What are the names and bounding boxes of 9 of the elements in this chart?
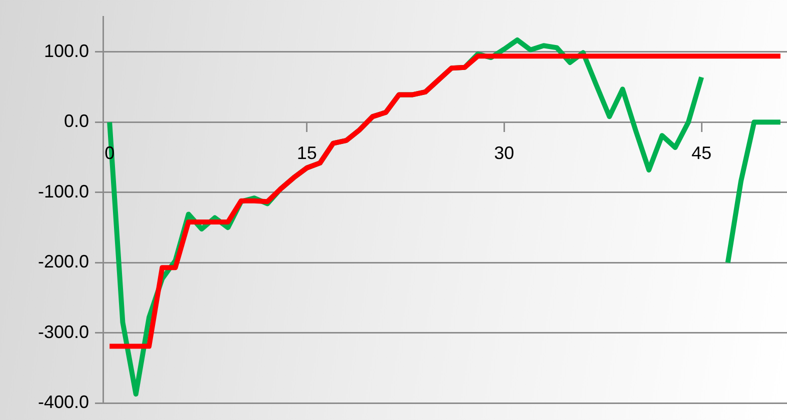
y-tick-label: -100.0 (38, 181, 89, 202)
y-tick-label: -400.0 (38, 392, 89, 412)
x-tick-label: 30 (494, 143, 514, 164)
y-tick-label: -200.0 (38, 252, 89, 272)
y-tick-label: -300.0 (38, 322, 89, 342)
y-tick-label: 0.0 (64, 111, 89, 132)
y-tick-label: 100.0 (44, 40, 89, 61)
x-tick-label: 45 (691, 143, 712, 164)
x-tick-label: 15 (296, 143, 317, 164)
